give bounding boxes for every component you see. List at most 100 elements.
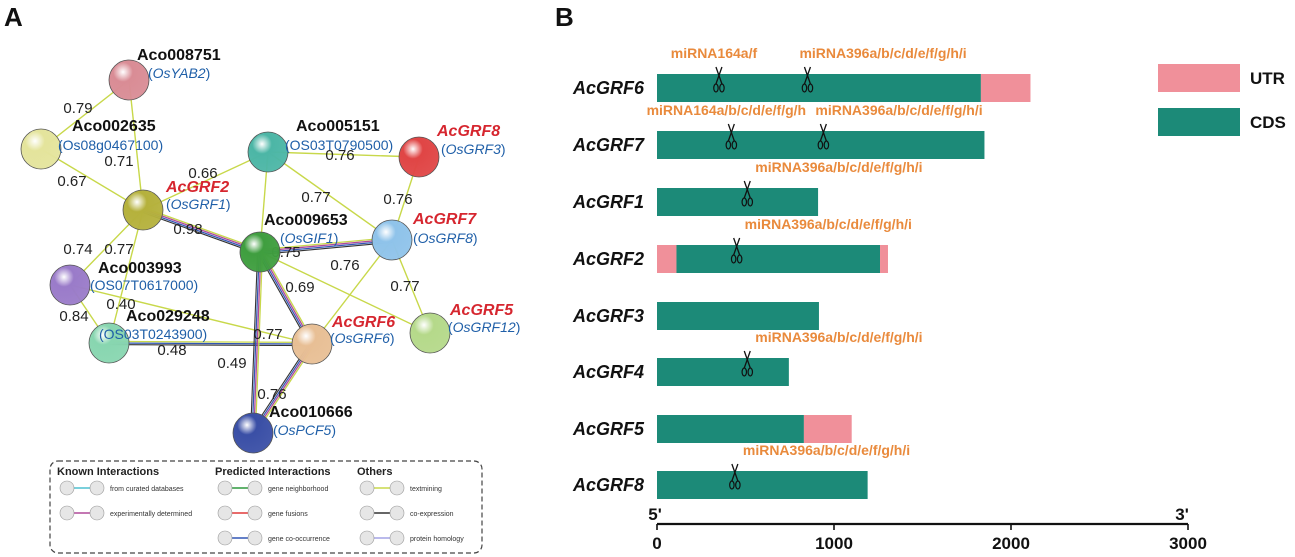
- node-sphere[interactable]: [239, 231, 281, 273]
- node-label: Aco003993: [98, 260, 182, 277]
- edge-line: [250, 251, 259, 433]
- legend-node-icon: [59, 505, 75, 521]
- network-node[interactable]: Aco002635 (Os08g0467100): [20, 118, 163, 170]
- gene-name-label: AcGRF7: [572, 135, 645, 155]
- gene-name-label: AcGRF3: [572, 306, 644, 326]
- gene-row: AcGRF2 miRNA396a/b/c/d/e/f/g/h/i: [572, 216, 912, 273]
- legend-label: CDS: [1250, 113, 1286, 132]
- legend-node-icon: [247, 480, 263, 496]
- network-node[interactable]: AcGRF8(OsGRF3): [398, 123, 506, 178]
- network-legend: Known Interactions from curated databases…: [49, 460, 483, 554]
- utr-segment: [980, 74, 1031, 102]
- edge-line: [259, 236, 392, 251]
- node-ortholog-label: (OsGIF1): [280, 230, 338, 246]
- network-edge: [128, 79, 144, 211]
- x-tick-label: 2000: [992, 534, 1030, 553]
- x-tick-label: 3000: [1169, 534, 1207, 553]
- legend-item-label: textmining: [410, 486, 442, 493]
- edge-line: [69, 284, 313, 345]
- legend-item: gene fusions: [217, 505, 308, 521]
- scissors-icon: [817, 123, 830, 150]
- interaction-network: 0.790.670.710.660.760.77 0.760.980.750.74…: [20, 47, 520, 554]
- edge-line: [108, 344, 312, 347]
- node-ortholog-label: (OsYAB2): [148, 65, 210, 81]
- scissors-icon: [741, 350, 754, 377]
- network-node[interactable]: AcGRF2(OsGRF1): [122, 179, 231, 231]
- legend-group-title: Predicted Interactions: [215, 466, 331, 478]
- network-node[interactable]: AcGRF5(OsGRF12): [409, 302, 520, 354]
- node-sphere[interactable]: [398, 136, 440, 178]
- legend-node-icon: [389, 530, 405, 546]
- node-sphere[interactable]: [247, 131, 289, 173]
- network-node[interactable]: AcGRF6(OsGRF6): [291, 314, 395, 365]
- network-node[interactable]: Aco008751(OsYAB2): [108, 47, 221, 101]
- cds-segment: [657, 415, 804, 443]
- mirna-site-label: miRNA164a/b/c/d/e/f/g/h: [647, 102, 806, 118]
- legend-item: gene co-occurrence: [217, 530, 330, 546]
- node-sphere[interactable]: [371, 219, 413, 261]
- utr-segment: [880, 245, 888, 273]
- scissors-icon: [801, 66, 814, 93]
- utr-segment: [657, 245, 677, 273]
- legend-node-icon: [217, 480, 233, 496]
- network-node[interactable]: Aco005151 (OS03T0790500): [247, 118, 393, 173]
- network-edge: [142, 207, 262, 255]
- node-sphere[interactable]: [49, 264, 91, 306]
- node-sphere[interactable]: [409, 312, 451, 354]
- edge-score-label: 0.69: [285, 279, 314, 296]
- network-edge: [69, 284, 313, 345]
- gene-row: AcGRF1 miRNA396a/b/c/d/e/f/g/h/i: [572, 159, 923, 216]
- panel-b-letter: B: [555, 2, 574, 32]
- legend-item-label: co-expression: [410, 511, 454, 518]
- network-edge: [108, 209, 144, 344]
- scissors-icon: [741, 180, 754, 207]
- legend-item: from curated databases: [59, 480, 184, 496]
- cds-segment: [657, 74, 981, 102]
- gene-name-label: AcGRF4: [572, 362, 644, 382]
- network-node[interactable]: Aco009653(OsGIF1): [239, 212, 348, 273]
- node-label: AcGRF2: [165, 179, 229, 196]
- utr-segment: [803, 415, 852, 443]
- gene-name-label: AcGRF2: [572, 249, 644, 269]
- network-node[interactable]: Aco029248(OS03T0243900): [88, 308, 210, 364]
- edge-line: [267, 151, 420, 158]
- node-label: AcGRF8: [436, 123, 500, 140]
- network-node[interactable]: AcGRF7 (OsGRF8): [371, 211, 478, 261]
- mirna-site-label: miRNA396a/b/c/d/e/f/g/h/i: [743, 442, 910, 458]
- mirna-site-label: miRNA396a/b/c/d/e/f/g/h/i: [755, 159, 922, 175]
- node-sphere[interactable]: [108, 59, 150, 101]
- edge-score-label: 0.40: [106, 296, 135, 313]
- node-label: Aco010666: [269, 404, 353, 421]
- edge-line: [109, 340, 313, 344]
- edge-score-label: 0.74: [63, 241, 92, 258]
- panel-a-letter: A: [4, 2, 23, 32]
- edge-score-label: 0.76: [257, 386, 286, 403]
- network-node[interactable]: Aco010666(OsPCF5): [232, 404, 353, 454]
- legend-item-label: gene fusions: [268, 511, 308, 518]
- node-sphere[interactable]: [122, 189, 164, 231]
- edge-score-label: 0.48: [157, 342, 186, 359]
- edge-score-label: 0.76: [383, 191, 412, 208]
- network-node[interactable]: Aco003993(OS07T0617000): [49, 260, 198, 306]
- node-sphere[interactable]: [20, 128, 62, 170]
- edge-score-label: 0.49: [217, 355, 246, 372]
- edge-line: [259, 238, 392, 252]
- node-sphere[interactable]: [291, 323, 333, 365]
- edge-score-label: 0.66: [188, 165, 217, 182]
- three-prime-label: 3': [1175, 505, 1189, 524]
- legend-item: experimentally determined: [59, 505, 192, 521]
- node-sphere[interactable]: [232, 412, 274, 454]
- gene-row: AcGRF8 miRNA396a/b/c/d/e/f/g/h/i: [572, 442, 910, 499]
- node-sphere[interactable]: [88, 322, 130, 364]
- edge-line: [253, 252, 262, 434]
- gene-name-label: AcGRF6: [572, 78, 645, 98]
- cds-segment: [657, 358, 789, 386]
- node-ortholog-label: (OS03T0790500): [285, 137, 393, 153]
- legend-node-icon: [247, 530, 263, 546]
- legend-node-icon: [389, 480, 405, 496]
- node-ortholog-label: (OsPCF5): [273, 422, 336, 438]
- node-label: Aco008751: [137, 47, 221, 64]
- legend-label: UTR: [1250, 69, 1285, 88]
- edge-score-label: 0.84: [59, 308, 88, 325]
- edge-line: [267, 151, 393, 241]
